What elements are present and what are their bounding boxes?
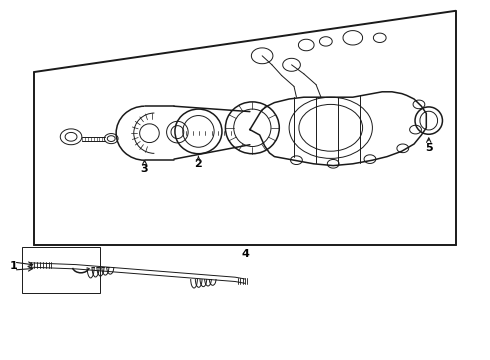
Text: 1: 1 — [10, 261, 18, 271]
Bar — [22, 247, 100, 293]
Text: 5: 5 — [425, 143, 433, 153]
Text: 3: 3 — [141, 164, 148, 174]
Text: 4: 4 — [241, 249, 249, 259]
Text: 2: 2 — [195, 159, 202, 169]
